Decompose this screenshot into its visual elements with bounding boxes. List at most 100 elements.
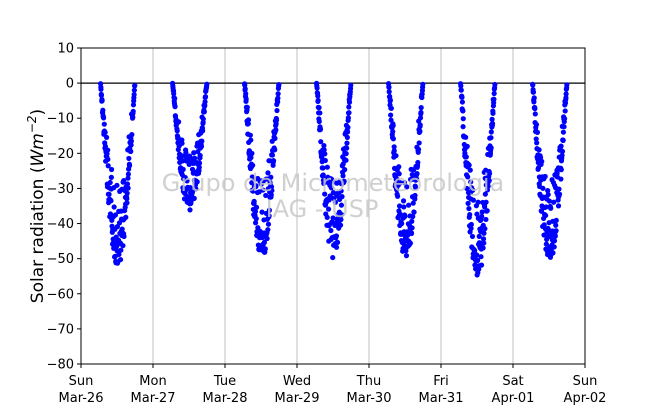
data-point xyxy=(108,166,115,173)
data-point xyxy=(171,91,177,97)
data-point xyxy=(250,162,256,168)
data-point xyxy=(111,204,117,210)
data-point xyxy=(491,90,497,97)
data-point xyxy=(416,140,422,146)
data-point xyxy=(530,82,536,88)
data-point xyxy=(121,233,127,240)
y-axis-label-suffix: ) xyxy=(28,109,48,116)
data-point xyxy=(316,118,322,125)
data-point xyxy=(468,221,474,228)
data-point xyxy=(334,239,341,246)
data-point xyxy=(396,203,403,209)
y-axis-label-exponent: −2 xyxy=(25,115,39,133)
y-axis-label: Solar radiation (Wm−2) xyxy=(25,109,48,303)
data-point xyxy=(399,220,405,227)
data-point xyxy=(466,162,472,168)
data-point xyxy=(268,184,275,190)
data-point xyxy=(467,167,473,173)
data-point xyxy=(560,129,567,135)
data-point xyxy=(562,116,568,122)
data-point xyxy=(410,200,416,206)
data-point xyxy=(260,187,266,193)
y-axis: 10 0 −10 −20 −30 −40 −50 −60 −70 −80 xyxy=(47,42,81,373)
data-point xyxy=(339,194,345,200)
data-point xyxy=(476,233,482,239)
data-point xyxy=(202,99,208,105)
data-point xyxy=(556,191,563,197)
data-point xyxy=(172,104,178,110)
data-point xyxy=(341,178,347,184)
data-point xyxy=(418,105,424,111)
data-point xyxy=(545,188,551,194)
data-point xyxy=(543,212,549,219)
data-point xyxy=(393,153,399,159)
x-tick-day: Sat xyxy=(502,374,523,389)
data-point xyxy=(184,178,190,184)
data-point xyxy=(482,204,488,210)
data-point xyxy=(99,98,105,104)
data-point xyxy=(328,227,334,234)
data-point xyxy=(533,121,540,128)
data-point xyxy=(488,129,494,135)
data-point xyxy=(252,220,259,226)
data-point xyxy=(534,140,540,146)
data-point xyxy=(546,198,553,204)
data-point xyxy=(344,140,350,146)
data-point xyxy=(543,241,549,247)
data-point xyxy=(332,199,338,205)
data-point xyxy=(192,155,198,161)
data-point xyxy=(556,186,562,192)
data-point xyxy=(468,225,474,232)
data-point xyxy=(314,85,320,91)
y-tick-label: −10 xyxy=(47,112,74,127)
data-point xyxy=(562,108,568,114)
data-point xyxy=(478,254,484,260)
data-point xyxy=(132,83,138,89)
data-point xyxy=(330,254,336,261)
data-point xyxy=(201,109,207,115)
data-point xyxy=(470,187,476,193)
data-point xyxy=(248,154,254,161)
data-point xyxy=(265,227,271,233)
data-point xyxy=(553,228,559,234)
data-point xyxy=(106,191,112,197)
data-point xyxy=(187,207,193,213)
data-point xyxy=(114,182,120,188)
data-point xyxy=(345,124,351,130)
data-point xyxy=(245,117,252,123)
data-point xyxy=(479,213,485,220)
data-point xyxy=(317,110,323,116)
data-point xyxy=(251,198,257,204)
data-point xyxy=(397,211,403,217)
data-point xyxy=(343,151,349,157)
x-tick-date: Mar-28 xyxy=(203,391,248,406)
x-tick-day: Tue xyxy=(213,374,236,389)
data-point xyxy=(536,147,542,153)
data-point xyxy=(118,247,124,253)
data-point xyxy=(125,171,131,177)
data-point xyxy=(325,206,332,212)
data-point xyxy=(388,105,394,111)
data-point xyxy=(559,152,565,158)
y-tick-label: −70 xyxy=(47,322,74,337)
data-point xyxy=(560,137,566,143)
data-point xyxy=(108,198,114,204)
data-point xyxy=(414,171,420,177)
data-point xyxy=(475,199,481,205)
data-point xyxy=(245,121,251,127)
data-point xyxy=(180,166,186,172)
data-point xyxy=(465,174,471,180)
data-point xyxy=(460,124,466,130)
data-point xyxy=(460,108,466,114)
x-tick-date: Apr-02 xyxy=(564,391,607,406)
data-point xyxy=(552,233,558,239)
data-point xyxy=(489,121,496,127)
data-point xyxy=(474,252,480,258)
data-point xyxy=(272,135,278,142)
data-point xyxy=(128,142,134,148)
data-point xyxy=(465,200,471,206)
data-point xyxy=(264,235,270,242)
data-point xyxy=(396,171,402,177)
data-point xyxy=(247,132,253,138)
